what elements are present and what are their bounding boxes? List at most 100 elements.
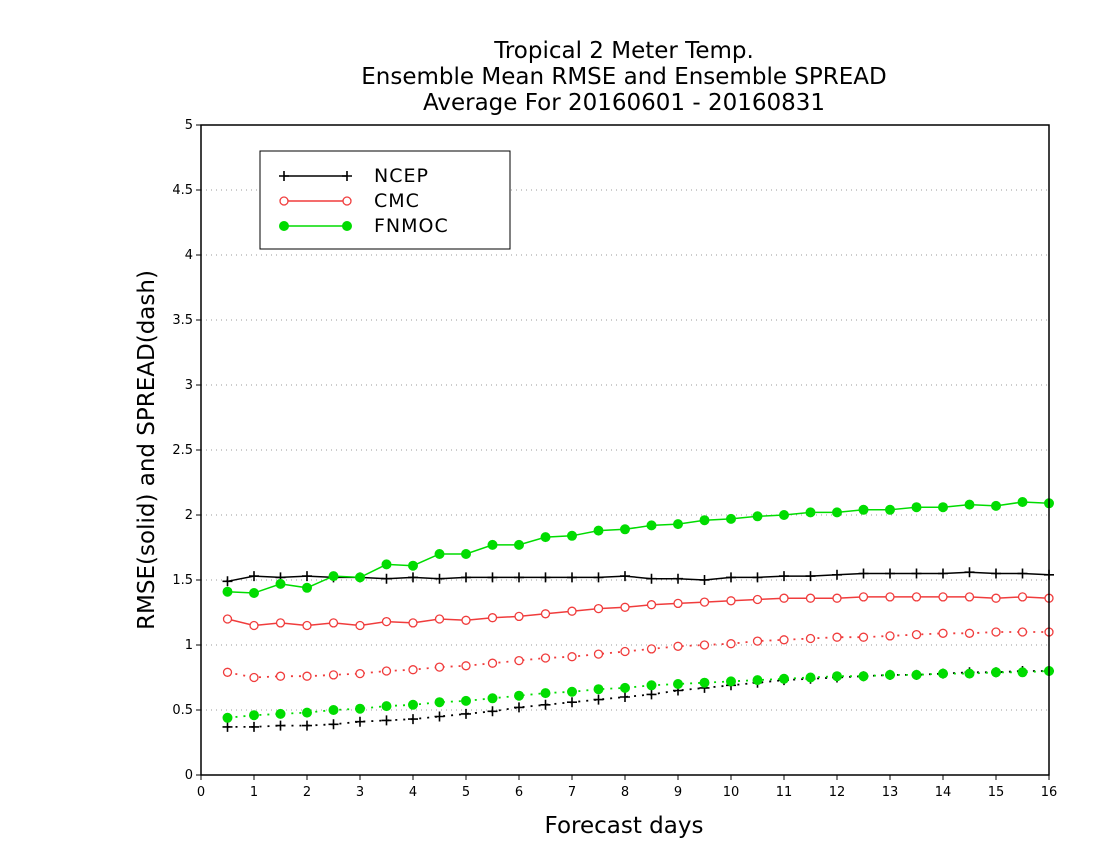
cmc-rmse-point bbox=[991, 593, 1001, 603]
fnmoc-rmse-point bbox=[805, 507, 816, 518]
legend-marker-fnmoc bbox=[342, 221, 352, 231]
x-tick-label: 1 bbox=[250, 785, 258, 800]
cmc-rmse-line bbox=[227, 596, 1050, 627]
cmc-rmse-point bbox=[805, 593, 816, 603]
fnmoc-spread-point bbox=[328, 705, 339, 715]
x-tick-label: 2 bbox=[303, 785, 311, 800]
cmc-rmse-point bbox=[779, 593, 789, 603]
fnmoc-spread-point bbox=[858, 671, 869, 682]
ncep-rmse-point bbox=[567, 572, 577, 583]
ncep-spread-point bbox=[381, 715, 392, 726]
ncep-spread-point bbox=[408, 714, 418, 725]
fnmoc-spread-point bbox=[938, 668, 948, 679]
fnmoc-rmse-point bbox=[991, 500, 1001, 511]
ncep-rmse-point bbox=[1017, 568, 1028, 579]
legend-marker-cmc bbox=[342, 196, 352, 206]
ncep-rmse-point bbox=[381, 573, 392, 584]
fnmoc-spread-point bbox=[302, 707, 312, 718]
cmc-rmse-point bbox=[222, 614, 233, 624]
title-line-1: Tropical 2 Meter Temp. bbox=[493, 38, 754, 64]
cmc-spread-point bbox=[673, 641, 683, 651]
y-axis-label: RMSE(solid) and SPREAD(dash) bbox=[134, 270, 160, 630]
cmc-rmse-point bbox=[567, 606, 577, 616]
ncep-rmse-point bbox=[673, 573, 683, 584]
fnmoc-spread-point bbox=[461, 695, 471, 706]
cmc-rmse-point bbox=[302, 620, 312, 631]
cmc-spread-point bbox=[938, 628, 948, 638]
cmc-rmse-point bbox=[514, 611, 524, 622]
legend-marker-fnmoc bbox=[279, 221, 289, 231]
fnmoc-spread-point bbox=[593, 684, 604, 695]
cmc-spread-point bbox=[222, 667, 233, 677]
ncep-spread-point bbox=[222, 721, 233, 732]
cmc-spread-point bbox=[699, 640, 710, 650]
x-tick-label: 5 bbox=[462, 785, 470, 800]
cmc-rmse-point bbox=[593, 603, 604, 614]
cmc-rmse-point bbox=[461, 615, 471, 625]
ncep-rmse-point bbox=[885, 568, 895, 579]
fnmoc-spread-point bbox=[355, 703, 365, 714]
fnmoc-rmse-point bbox=[514, 539, 524, 550]
cmc-rmse-point bbox=[699, 597, 710, 607]
ncep-rmse-point bbox=[699, 575, 710, 585]
fnmoc-spread-point bbox=[752, 675, 763, 686]
fnmoc-spread-point bbox=[487, 693, 498, 704]
y-tick-label: 1.5 bbox=[172, 573, 193, 588]
ncep-spread-point bbox=[461, 708, 471, 719]
ncep-spread-point bbox=[620, 692, 630, 702]
title-line-3: Average For 20160601 - 20160831 bbox=[423, 90, 825, 116]
series-cmc bbox=[222, 592, 1054, 683]
cmc-spread-point bbox=[461, 661, 471, 671]
legend-box bbox=[259, 150, 511, 250]
cmc-rmse-point bbox=[646, 600, 657, 610]
data-series bbox=[222, 497, 1054, 732]
y-tick-label: 2.5 bbox=[172, 443, 193, 458]
cmc-rmse-point bbox=[964, 592, 975, 602]
fnmoc-spread-point bbox=[1017, 667, 1028, 678]
cmc-rmse-point bbox=[249, 620, 259, 631]
x-axis-label: Forecast days bbox=[545, 813, 704, 839]
ncep-rmse-point bbox=[302, 571, 312, 582]
ncep-rmse-point bbox=[726, 572, 736, 583]
y-tick-label: 1 bbox=[185, 638, 193, 653]
fnmoc-rmse-point bbox=[938, 502, 948, 513]
ncep-rmse-point bbox=[514, 572, 524, 583]
fnmoc-rmse-point bbox=[699, 515, 710, 526]
ncep-spread-point bbox=[487, 706, 498, 717]
ncep-rmse-point bbox=[222, 576, 233, 587]
chart-title: Tropical 2 Meter Temp. Ensemble Mean RMS… bbox=[361, 38, 886, 116]
cmc-spread-point bbox=[302, 671, 312, 681]
series-ncep bbox=[222, 567, 1054, 732]
title-line-2: Ensemble Mean RMSE and Ensemble SPREAD bbox=[361, 64, 886, 90]
fnmoc-rmse-point bbox=[434, 549, 445, 559]
fnmoc-rmse-point bbox=[381, 559, 392, 570]
cmc-spread-point bbox=[408, 665, 418, 675]
ncep-rmse-point bbox=[805, 571, 816, 582]
fnmoc-rmse-point bbox=[858, 504, 869, 515]
ncep-rmse-point bbox=[752, 572, 763, 583]
legend: NCEP CMC FNMOC bbox=[259, 150, 511, 250]
cmc-rmse-point bbox=[858, 592, 869, 602]
cmc-rmse-point bbox=[328, 618, 339, 628]
ncep-spread-point bbox=[302, 720, 312, 731]
ncep-rmse-point bbox=[779, 571, 789, 582]
fnmoc-rmse-point bbox=[567, 530, 577, 541]
cmc-spread-point bbox=[593, 649, 604, 659]
legend-label-cmc: CMC bbox=[374, 190, 420, 212]
cmc-rmse-point bbox=[275, 618, 286, 628]
x-tick-label: 0 bbox=[197, 785, 205, 800]
cmc-spread-point bbox=[858, 632, 869, 642]
cmc-rmse-point bbox=[752, 594, 763, 605]
cmc-rmse-point bbox=[381, 616, 392, 627]
legend-marker-ncep bbox=[279, 171, 289, 181]
y-tick-label: 3.5 bbox=[172, 313, 193, 328]
fnmoc-spread-point bbox=[222, 712, 233, 723]
fnmoc-spread-point bbox=[275, 708, 286, 719]
cmc-spread-point bbox=[805, 633, 816, 644]
fnmoc-spread-point bbox=[885, 669, 895, 680]
y-tick-label: 0.5 bbox=[172, 703, 193, 718]
x-tick-label: 15 bbox=[988, 785, 1005, 800]
ncep-spread-point bbox=[328, 719, 339, 730]
fnmoc-rmse-point bbox=[752, 511, 763, 522]
